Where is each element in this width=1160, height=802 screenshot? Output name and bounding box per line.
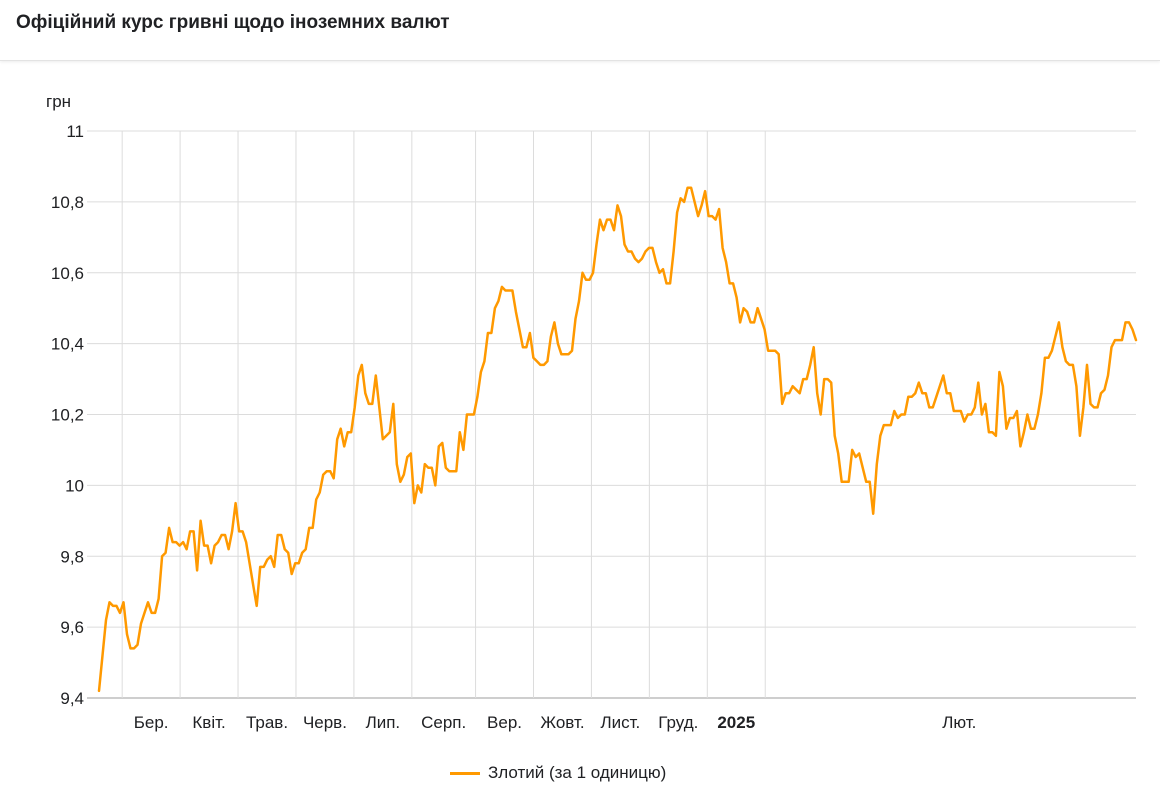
y-axis-label: грн <box>46 92 71 111</box>
series-line-zloty <box>97 186 1138 693</box>
x-tick-label: Лист. <box>601 713 641 732</box>
x-tick-label: Квіт. <box>192 713 225 732</box>
x-axis-ticks: Бер. Квіт. Трав. Черв. Лип. Серп. Вер. Жовт. Лис… <box>134 713 977 732</box>
legend-label: Злотий (за 1 одиницю) <box>488 763 667 782</box>
x-tick-label: Серп. <box>421 713 466 732</box>
grid <box>87 130 1136 699</box>
x-tick-label: 2025 <box>717 713 755 732</box>
y-tick-label: 9,6 <box>60 618 84 637</box>
legend-swatch <box>450 771 480 775</box>
chart-header: Офіційний курс гривні щодо іноземних вал… <box>0 0 1160 61</box>
x-tick-label: Трав. <box>246 713 288 732</box>
y-tick-label: 10,6 <box>51 264 84 283</box>
y-axis-ticks: 9,4 9,6 9,8 10 10,2 10,4 10,6 10,8 11 <box>51 122 84 708</box>
y-tick-label: 9,4 <box>60 689 84 708</box>
y-tick-label: 10 <box>65 476 84 495</box>
y-tick-label: 10,4 <box>51 335 84 354</box>
page-title: Офіційний курс гривні щодо іноземних вал… <box>16 12 450 33</box>
x-tick-label: Бер. <box>134 713 169 732</box>
x-tick-label: Вер. <box>487 713 522 732</box>
y-tick-label: 10,2 <box>51 406 84 425</box>
x-tick-label: Лип. <box>366 713 401 732</box>
x-tick-label: Жовт. <box>540 713 584 732</box>
x-tick-label: Груд. <box>658 713 698 732</box>
x-tick-label: Лют. <box>942 713 976 732</box>
x-tick-label: Черв. <box>303 713 347 732</box>
y-tick-label: 11 <box>66 122 84 141</box>
y-tick-label: 10,8 <box>51 193 84 212</box>
y-tick-label: 9,8 <box>60 547 84 566</box>
legend[interactable]: Злотий (за 1 одиницю) <box>450 762 666 784</box>
